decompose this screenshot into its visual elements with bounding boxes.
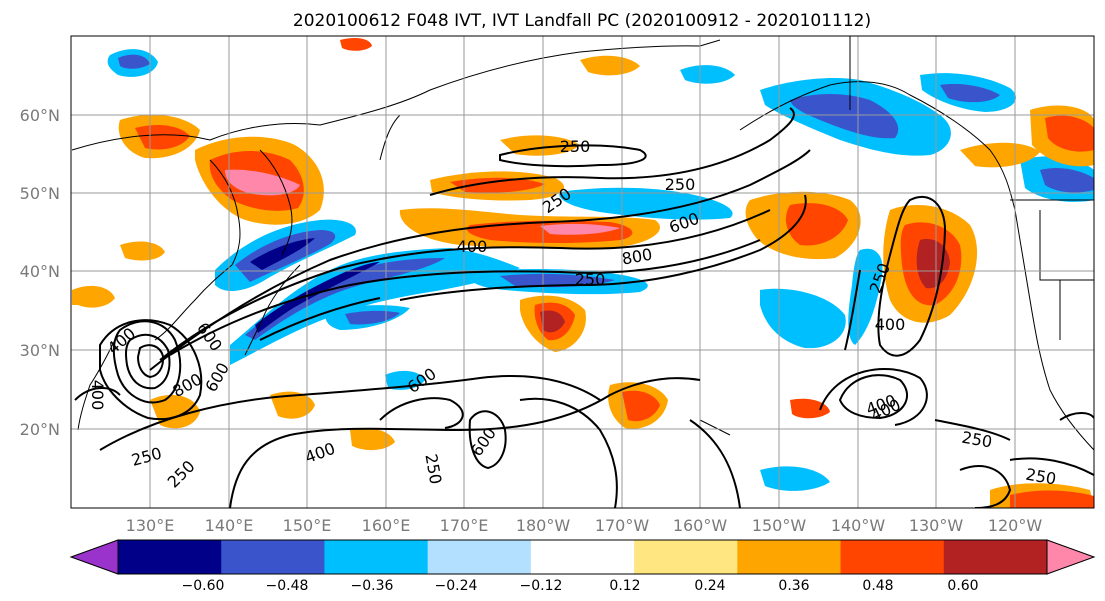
- lon-label: 180°W: [516, 516, 571, 535]
- colorbar-ticks: −0.60 −0.48 −0.36 −0.24 −0.12 0.12 0.24 …: [182, 578, 979, 594]
- colorbar-tick-label: −0.36: [351, 578, 394, 594]
- colorbar-segment: [530, 540, 635, 574]
- contour-label: 400: [88, 380, 107, 411]
- lon-label: 150°E: [283, 516, 332, 535]
- colorbar-tick-label: 0.48: [862, 578, 893, 594]
- colorbar-tick-label: −0.24: [435, 578, 478, 594]
- lon-label: 150°W: [752, 516, 807, 535]
- map-panel: 250 250 250 600 400 800 250 400 600 800 …: [71, 36, 1094, 508]
- colorbar-extend-max: [1046, 539, 1096, 575]
- contour-label: 250: [665, 175, 696, 194]
- contour-label: 400: [457, 237, 488, 256]
- figure-title: 2020100612 F048 IVT, IVT Landfall PC (20…: [293, 11, 871, 31]
- lon-label: 120°W: [988, 516, 1043, 535]
- contour-label: 250: [560, 137, 591, 156]
- lat-label: 50°N: [20, 184, 60, 203]
- colorbar-outline: [117, 539, 1048, 575]
- lon-label: 170°E: [440, 516, 489, 535]
- graticule: [71, 36, 1094, 508]
- lon-label: 140°W: [831, 516, 886, 535]
- colorbar-segment: [634, 540, 738, 574]
- lon-label: 130°E: [126, 516, 175, 535]
- contour-label: 250: [575, 270, 606, 289]
- lon-label: 130°W: [909, 516, 964, 535]
- colorbar-segment: [324, 540, 429, 574]
- lat-label: 30°N: [20, 341, 60, 360]
- colorbar-tick-label: 0.36: [778, 578, 809, 594]
- colorbar-segment: [840, 540, 945, 574]
- colorbar-segment: [737, 540, 842, 574]
- lat-label: 60°N: [20, 106, 60, 125]
- longitude-labels: 130°E 140°E 150°E 160°E 170°E 180°W 170°…: [126, 516, 1043, 535]
- colorbar-tick-label: 0.12: [609, 578, 640, 594]
- lon-label: 170°W: [595, 516, 650, 535]
- colorbar-segment: [221, 540, 325, 574]
- latitude-labels: 60°N 50°N 40°N 30°N 20°N: [20, 106, 60, 439]
- colorbar-tick-label: −0.60: [182, 578, 225, 594]
- lon-label: 160°E: [362, 516, 411, 535]
- colorbar-tick-label: 0.60: [947, 578, 978, 594]
- lat-label: 40°N: [20, 262, 60, 281]
- contour-label: 400: [875, 315, 906, 334]
- lon-label: 140°E: [205, 516, 254, 535]
- colorbar-segment: [943, 540, 1048, 574]
- colorbar-tick-label: −0.48: [266, 578, 309, 594]
- colorbar-segment: [118, 540, 222, 574]
- map-border: [70, 35, 1095, 509]
- ivt-contours: [74, 107, 1094, 508]
- colorbar-tick-label: 0.24: [694, 578, 725, 594]
- lon-label: 160°W: [673, 516, 728, 535]
- ivt-pc-shading: [72, 38, 1094, 508]
- lat-label: 20°N: [20, 420, 60, 439]
- colorbar-segment: [427, 540, 532, 574]
- colorbar-extend-min: [69, 539, 119, 575]
- colorbar-tick-label: −0.12: [520, 578, 563, 594]
- colorbar: −0.60 −0.48 −0.36 −0.24 −0.12 0.12 0.24 …: [69, 539, 1096, 594]
